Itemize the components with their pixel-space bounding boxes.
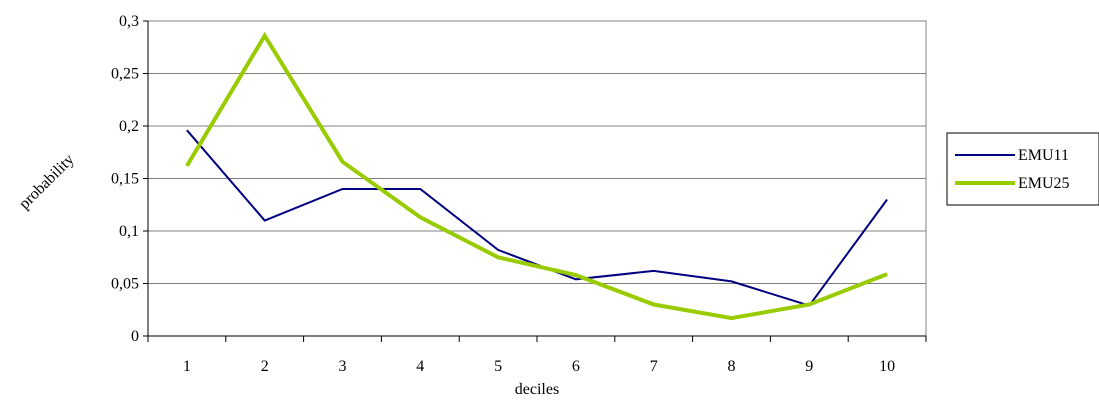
legend-box: [946, 132, 1099, 206]
legend-label-emu25: EMU25: [1018, 175, 1070, 192]
y-tick-label: 0,3: [119, 13, 139, 30]
x-tick-label: 8: [728, 358, 736, 375]
x-tick-label: 6: [572, 358, 580, 375]
y-tick-label: 0,15: [111, 171, 139, 188]
y-tick-label: 0: [131, 328, 139, 345]
x-tick-label: 9: [805, 358, 813, 375]
x-tick-label: 7: [650, 358, 658, 375]
y-axis-label: probability: [16, 151, 78, 213]
x-tick-label: 1: [183, 358, 191, 375]
axes: [143, 20, 927, 342]
y-tick-label: 0,1: [119, 223, 139, 240]
series-line-emu25: [185, 31, 888, 321]
tick-labels: 0 0,05 0,1 0,15 0,2 0,25 0,3 1 2 3 4 5 6 7 8 9 10: [111, 13, 895, 375]
x-tick-label: 3: [339, 358, 347, 375]
grid-lines: [148, 73, 926, 284]
legend-label-emu11: EMU11: [1018, 147, 1069, 164]
legend: EMU11 EMU25: [946, 132, 1099, 206]
x-tick-label: 2: [261, 358, 269, 375]
x-axis-label: deciles: [515, 381, 559, 398]
x-tick-label: 10: [879, 358, 895, 375]
y-tick-label: 0,05: [111, 276, 139, 293]
x-tick-label: 5: [494, 358, 502, 375]
x-tick-label: 4: [416, 358, 424, 375]
series-lines: [185, 31, 888, 321]
y-tick-label: 0,25: [111, 66, 139, 83]
y-tick-label: 0,2: [119, 118, 139, 135]
